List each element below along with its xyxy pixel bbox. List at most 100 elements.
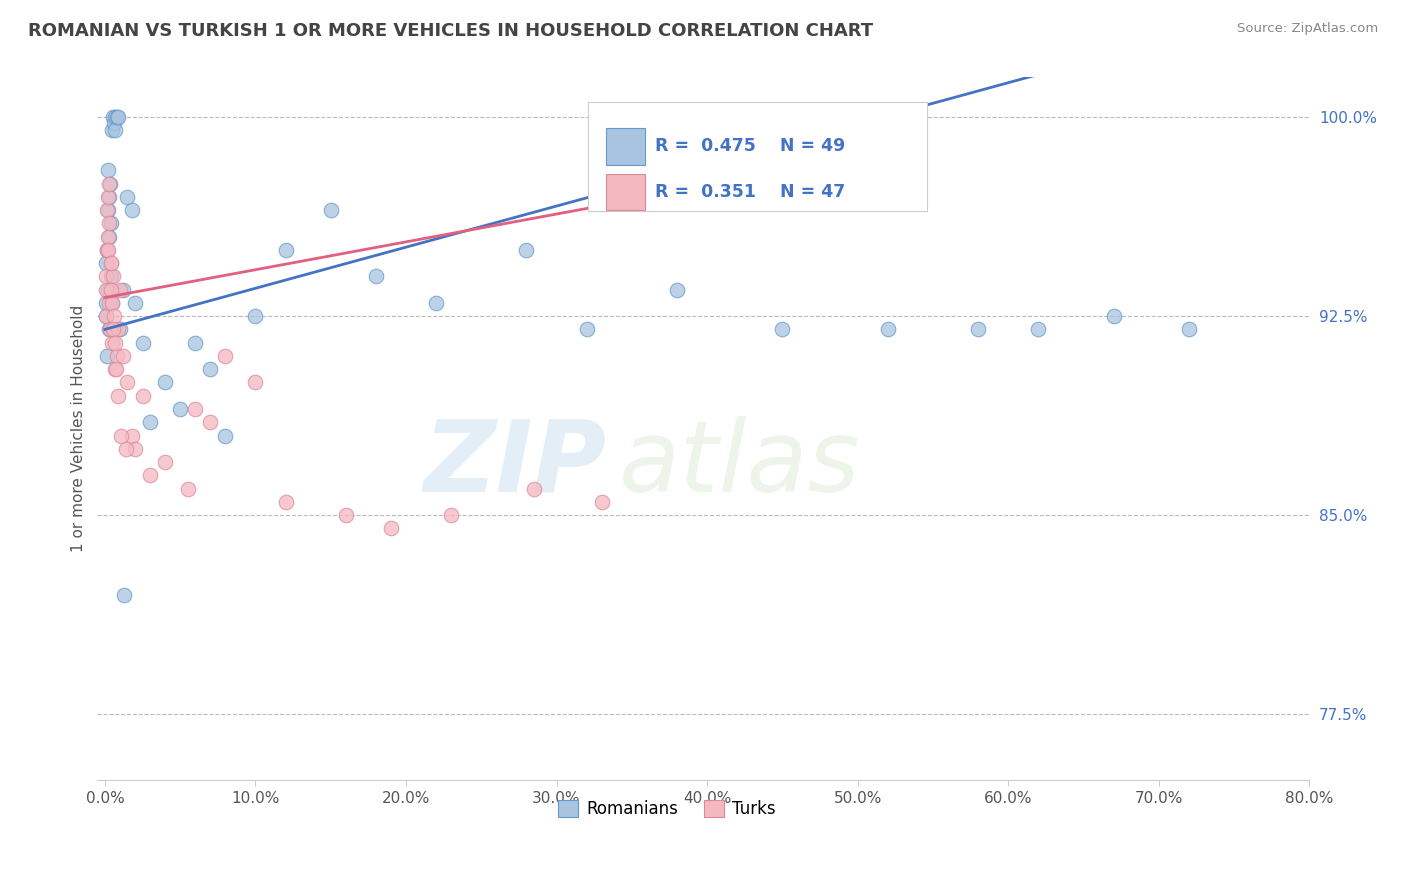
Point [139, 415, 162, 429]
Point [114, 588, 136, 602]
Point [105, 349, 128, 363]
Point [98, 229, 121, 244]
Point [98, 296, 121, 310]
Point [121, 202, 143, 217]
Point [665, 283, 688, 297]
Point [575, 322, 598, 336]
Point [107, 389, 129, 403]
Text: R =  0.475    N = 49: R = 0.475 N = 49 [655, 137, 845, 155]
Point [115, 442, 138, 456]
Point [153, 455, 176, 469]
Legend: Romanians, Turks: Romanians, Turks [551, 793, 782, 825]
Point [876, 322, 898, 336]
Point [108, 283, 131, 297]
Point [100, 335, 122, 350]
Point [153, 376, 176, 390]
Point [523, 482, 546, 496]
Point [100, 216, 122, 230]
Point [111, 283, 134, 297]
Point [319, 202, 342, 217]
Point [97, 229, 120, 244]
Text: ZIP: ZIP [423, 416, 606, 513]
Point [101, 322, 124, 336]
Point [94, 269, 117, 284]
Point [100, 296, 122, 310]
Point [117, 376, 139, 390]
Point [105, 110, 128, 124]
Point [97, 243, 120, 257]
Point [97, 190, 120, 204]
Text: R =  0.351    N = 47: R = 0.351 N = 47 [655, 183, 845, 202]
Point [100, 256, 122, 270]
Point [101, 110, 124, 124]
FancyBboxPatch shape [588, 102, 928, 211]
Point [98, 216, 121, 230]
Text: Source: ZipAtlas.com: Source: ZipAtlas.com [1237, 22, 1378, 36]
Point [105, 362, 128, 376]
Point [94, 296, 117, 310]
Point [1026, 322, 1049, 336]
Point [131, 389, 153, 403]
Point [110, 428, 132, 442]
Point [245, 309, 267, 323]
Point [98, 177, 121, 191]
Point [96, 309, 118, 323]
Point [96, 349, 118, 363]
Point [107, 110, 129, 124]
Point [967, 322, 990, 336]
Point [96, 202, 118, 217]
Point [100, 256, 122, 270]
Point [101, 123, 124, 137]
Point [100, 283, 122, 297]
Point [97, 177, 120, 191]
Point [98, 322, 121, 336]
Text: ROMANIAN VS TURKISH 1 OR MORE VEHICLES IN HOUSEHOLD CORRELATION CHART: ROMANIAN VS TURKISH 1 OR MORE VEHICLES I… [28, 22, 873, 40]
Point [335, 508, 357, 522]
Point [96, 243, 118, 257]
Point [104, 110, 127, 124]
Point [440, 508, 463, 522]
Point [104, 362, 127, 376]
Point [591, 495, 613, 509]
Point [94, 256, 117, 270]
Y-axis label: 1 or more Vehicles in Household: 1 or more Vehicles in Household [72, 305, 86, 552]
Point [103, 115, 125, 129]
Point [98, 322, 121, 336]
Point [124, 442, 146, 456]
Point [364, 269, 387, 284]
Text: atlas: atlas [619, 416, 860, 513]
Point [380, 521, 402, 535]
Point [103, 309, 125, 323]
Point [176, 482, 198, 496]
FancyBboxPatch shape [606, 128, 645, 165]
Point [274, 243, 297, 257]
Point [200, 415, 222, 429]
Point [1178, 322, 1201, 336]
FancyBboxPatch shape [606, 174, 645, 211]
Point [124, 296, 146, 310]
Point [169, 401, 191, 416]
Point [515, 243, 537, 257]
Point [111, 349, 134, 363]
Point [117, 190, 139, 204]
Point [184, 335, 207, 350]
Point [425, 296, 447, 310]
Point [245, 376, 267, 390]
Point [121, 428, 143, 442]
Point [214, 428, 236, 442]
Point [104, 335, 127, 350]
Point [96, 283, 118, 297]
Point [274, 495, 297, 509]
Point [97, 190, 120, 204]
Point [94, 309, 117, 323]
Point [107, 322, 129, 336]
Point [200, 362, 222, 376]
Point [100, 269, 122, 284]
Point [131, 335, 153, 350]
Point [139, 468, 162, 483]
Point [96, 243, 118, 257]
Point [770, 322, 793, 336]
Point [108, 322, 131, 336]
Point [214, 349, 236, 363]
Point [101, 269, 124, 284]
